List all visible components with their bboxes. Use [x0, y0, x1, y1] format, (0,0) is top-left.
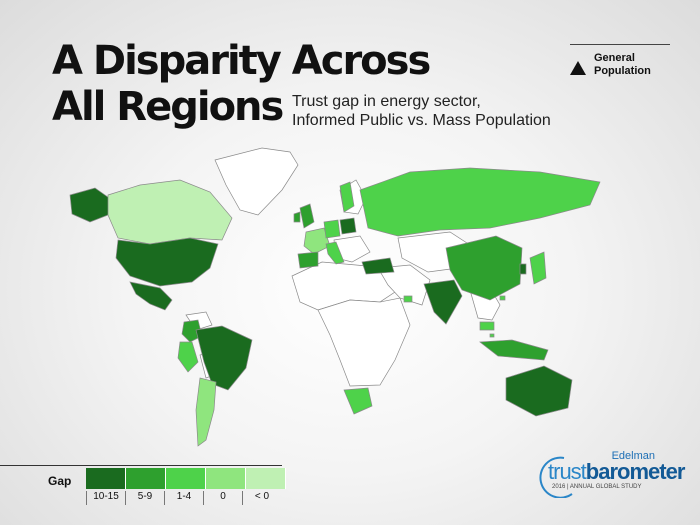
gap-legend-swatches [86, 468, 286, 489]
region-china [445, 235, 523, 301]
gap-swatch-0 [86, 468, 126, 489]
subtitle-line-1: Trust gap in energy sector, [292, 93, 481, 110]
gap-label-4: < 0 [242, 491, 281, 505]
region-argentina [195, 377, 217, 447]
gap-label-3: 0 [203, 491, 242, 505]
region-poland [339, 217, 357, 235]
region-turkey [361, 257, 395, 275]
region-indonesia [479, 339, 549, 361]
gap-swatch-1 [126, 468, 166, 489]
population-legend-line-2: Population [594, 65, 651, 77]
population-legend-line-1: General [594, 52, 635, 64]
region-mexico [129, 281, 173, 311]
gap-legend: Gap 10-15 5-9 1-4 0 < 0 [0, 465, 286, 506]
region-hong-kong [499, 295, 506, 301]
region-ireland [293, 211, 301, 223]
brand-barometer: barometer [585, 459, 686, 484]
subtitle: Trust gap in energy sector, Informed Pub… [292, 92, 551, 130]
region-africa-central [317, 297, 411, 387]
gap-swatch-3 [206, 468, 246, 489]
region-south-africa [343, 387, 373, 415]
region-france [303, 227, 331, 255]
region-south-korea [519, 263, 527, 275]
region-germany [323, 219, 341, 239]
region-russia [359, 167, 601, 237]
region-united-states [115, 237, 219, 287]
region-alaska [69, 187, 113, 223]
title-line-2: All Regions [52, 84, 284, 130]
title-line-1: A Disparity Across [52, 38, 431, 84]
page-title: A Disparity Across All Regions [52, 38, 431, 130]
region-singapore [489, 333, 495, 338]
brand-edelman: Edelman [611, 450, 655, 462]
region-brazil [195, 325, 253, 391]
region-japan [529, 251, 547, 285]
subtitle-line-2: Informed Public vs. Mass Population [292, 112, 551, 129]
region-malaysia [479, 321, 495, 331]
region-canada [107, 179, 233, 245]
gap-label-1: 5-9 [125, 491, 164, 505]
edelman-trust-barometer-logo: Edelman trustbarometer 2016 | ANNUAL GLO… [530, 450, 685, 500]
region-sweden [339, 181, 355, 213]
region-colombia [181, 319, 203, 343]
region-australia [505, 365, 573, 417]
region-greenland [214, 147, 299, 216]
region-middle-east [377, 264, 431, 306]
population-legend: General Population [570, 44, 670, 78]
region-india [423, 279, 463, 325]
region-italy [325, 241, 345, 265]
gap-label-0: 10-15 [86, 491, 125, 505]
region-uae [403, 295, 413, 303]
gap-legend-title: Gap [48, 474, 72, 488]
logo-arc-icon [539, 456, 573, 498]
gap-legend-labels: 10-15 5-9 1-4 0 < 0 [86, 491, 281, 505]
region-spain [297, 251, 319, 269]
gap-label-2: 1-4 [164, 491, 203, 505]
brand-study: 2016 | ANNUAL GLOBAL STUDY [552, 484, 642, 490]
region-united-kingdom [299, 203, 315, 229]
gap-swatch-2 [166, 468, 206, 489]
triangle-icon [570, 61, 586, 75]
gap-swatch-4 [246, 468, 286, 489]
region-peru [177, 341, 199, 373]
brand-trust: trust [548, 459, 587, 484]
brand-trustbarometer: trustbarometer [548, 459, 686, 485]
